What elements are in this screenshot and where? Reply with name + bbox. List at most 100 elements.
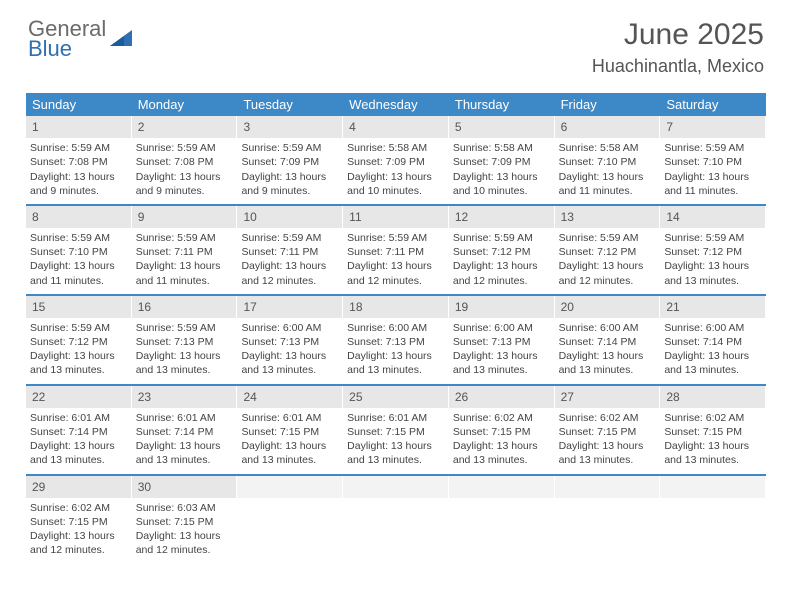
day-number: 25 bbox=[343, 386, 449, 408]
day-body: Sunrise: 6:00 AMSunset: 7:14 PMDaylight:… bbox=[660, 318, 766, 384]
sunset-text: Sunset: 7:08 PM bbox=[136, 155, 234, 169]
sunset-text: Sunset: 7:12 PM bbox=[664, 245, 762, 259]
sunrise-text: Sunrise: 5:59 AM bbox=[347, 231, 445, 245]
sunset-text: Sunset: 7:15 PM bbox=[453, 425, 551, 439]
sunrise-text: Sunrise: 5:58 AM bbox=[559, 141, 657, 155]
sunset-text: Sunset: 7:11 PM bbox=[241, 245, 339, 259]
daylight-text: Daylight: 13 hours and 9 minutes. bbox=[241, 170, 339, 198]
day-cell-17: 17Sunrise: 6:00 AMSunset: 7:13 PMDayligh… bbox=[237, 296, 343, 384]
day-body bbox=[660, 498, 766, 507]
day-cell-3: 3Sunrise: 5:59 AMSunset: 7:09 PMDaylight… bbox=[237, 116, 343, 204]
day-number: 17 bbox=[237, 296, 343, 318]
day-cell-26: 26Sunrise: 6:02 AMSunset: 7:15 PMDayligh… bbox=[449, 386, 555, 474]
sunset-text: Sunset: 7:13 PM bbox=[136, 335, 234, 349]
daylight-text: Daylight: 13 hours and 12 minutes. bbox=[241, 259, 339, 287]
day-number: 26 bbox=[449, 386, 555, 408]
day-body: Sunrise: 5:58 AMSunset: 7:09 PMDaylight:… bbox=[449, 138, 555, 204]
sunrise-text: Sunrise: 5:58 AM bbox=[453, 141, 551, 155]
month-title: June 2025 bbox=[592, 18, 764, 52]
day-cell-18: 18Sunrise: 6:00 AMSunset: 7:13 PMDayligh… bbox=[343, 296, 449, 384]
sunset-text: Sunset: 7:12 PM bbox=[559, 245, 657, 259]
sunrise-text: Sunrise: 5:59 AM bbox=[241, 231, 339, 245]
day-body: Sunrise: 5:59 AMSunset: 7:08 PMDaylight:… bbox=[132, 138, 238, 204]
daylight-text: Daylight: 13 hours and 12 minutes. bbox=[453, 259, 551, 287]
day-number: 28 bbox=[660, 386, 766, 408]
flag-icon bbox=[110, 28, 138, 55]
week-row: 22Sunrise: 6:01 AMSunset: 7:14 PMDayligh… bbox=[26, 386, 766, 476]
sunrise-text: Sunrise: 5:58 AM bbox=[347, 141, 445, 155]
sunrise-text: Sunrise: 5:59 AM bbox=[136, 321, 234, 335]
day-cell-6: 6Sunrise: 5:58 AMSunset: 7:10 PMDaylight… bbox=[555, 116, 661, 204]
sunset-text: Sunset: 7:12 PM bbox=[453, 245, 551, 259]
day-number: 16 bbox=[132, 296, 238, 318]
sunset-text: Sunset: 7:15 PM bbox=[559, 425, 657, 439]
day-body: Sunrise: 6:00 AMSunset: 7:13 PMDaylight:… bbox=[449, 318, 555, 384]
daylight-text: Daylight: 13 hours and 11 minutes. bbox=[30, 259, 128, 287]
daylight-text: Daylight: 13 hours and 13 minutes. bbox=[559, 349, 657, 377]
week-row: 8Sunrise: 5:59 AMSunset: 7:10 PMDaylight… bbox=[26, 206, 766, 296]
sunset-text: Sunset: 7:08 PM bbox=[30, 155, 128, 169]
day-number: 29 bbox=[26, 476, 132, 498]
sunset-text: Sunset: 7:10 PM bbox=[30, 245, 128, 259]
day-number: 13 bbox=[555, 206, 661, 228]
daylight-text: Daylight: 13 hours and 11 minutes. bbox=[664, 170, 762, 198]
day-number: 15 bbox=[26, 296, 132, 318]
sunrise-text: Sunrise: 5:59 AM bbox=[30, 321, 128, 335]
sunset-text: Sunset: 7:10 PM bbox=[664, 155, 762, 169]
sunrise-text: Sunrise: 5:59 AM bbox=[241, 141, 339, 155]
sunrise-text: Sunrise: 6:01 AM bbox=[136, 411, 234, 425]
daylight-text: Daylight: 13 hours and 9 minutes. bbox=[30, 170, 128, 198]
daylight-text: Daylight: 13 hours and 13 minutes. bbox=[664, 439, 762, 467]
sunrise-text: Sunrise: 6:02 AM bbox=[559, 411, 657, 425]
day-number: 21 bbox=[660, 296, 766, 318]
day-body: Sunrise: 5:59 AMSunset: 7:13 PMDaylight:… bbox=[132, 318, 238, 384]
day-number: 27 bbox=[555, 386, 661, 408]
sunrise-text: Sunrise: 5:59 AM bbox=[453, 231, 551, 245]
day-body: Sunrise: 6:02 AMSunset: 7:15 PMDaylight:… bbox=[555, 408, 661, 474]
daylight-text: Daylight: 13 hours and 13 minutes. bbox=[30, 349, 128, 377]
day-body: Sunrise: 6:01 AMSunset: 7:15 PMDaylight:… bbox=[237, 408, 343, 474]
day-cell-25: 25 Sunrise: 6:01 AMSunset: 7:15 PMDayligh… bbox=[343, 386, 449, 474]
day-number: 2 bbox=[132, 116, 238, 138]
sunset-text: Sunset: 7:14 PM bbox=[30, 425, 128, 439]
sunrise-text: Sunrise: 6:00 AM bbox=[241, 321, 339, 335]
sunset-text: Sunset: 7:15 PM bbox=[664, 425, 762, 439]
sunset-text: Sunset: 7:14 PM bbox=[136, 425, 234, 439]
sunset-text: Sunset: 7:13 PM bbox=[241, 335, 339, 349]
day-number bbox=[237, 476, 343, 498]
day-body: Sunrise: 5:59 AMSunset: 7:10 PMDaylight:… bbox=[660, 138, 766, 204]
day-body: Sunrise: 5:58 AMSunset: 7:09 PMDaylight:… bbox=[343, 138, 449, 204]
day-body: Sunrise: 6:02 AMSunset: 7:15 PMDaylight:… bbox=[26, 498, 132, 564]
daylight-text: Daylight: 13 hours and 13 minutes. bbox=[136, 349, 234, 377]
day-cell-8: 8Sunrise: 5:59 AMSunset: 7:10 PMDaylight… bbox=[26, 206, 132, 294]
day-number: 1 bbox=[26, 116, 132, 138]
day-body: Sunrise: 6:00 AMSunset: 7:13 PMDaylight:… bbox=[237, 318, 343, 384]
day-cell-2: 2Sunrise: 5:59 AMSunset: 7:08 PMDaylight… bbox=[132, 116, 238, 204]
daylight-text: Daylight: 13 hours and 13 minutes. bbox=[347, 439, 445, 467]
sunset-text: Sunset: 7:15 PM bbox=[347, 425, 445, 439]
day-cell-27: 27Sunrise: 6:02 AMSunset: 7:15 PMDayligh… bbox=[555, 386, 661, 474]
day-cell-10: 10Sunrise: 5:59 AMSunset: 7:11 PMDayligh… bbox=[237, 206, 343, 294]
day-number bbox=[555, 476, 661, 498]
day-number: 30 bbox=[132, 476, 238, 498]
day-number: 8 bbox=[26, 206, 132, 228]
daylight-text: Daylight: 13 hours and 9 minutes. bbox=[136, 170, 234, 198]
day-body: Sunrise: 5:59 AMSunset: 7:09 PMDaylight:… bbox=[237, 138, 343, 204]
sunrise-text: Sunrise: 6:02 AM bbox=[30, 501, 128, 515]
sunrise-text: Sunrise: 6:01 AM bbox=[347, 411, 445, 425]
dow-sunday: Sunday bbox=[26, 93, 132, 116]
daylight-text: Daylight: 13 hours and 11 minutes. bbox=[559, 170, 657, 198]
day-cell-19: 19Sunrise: 6:00 AMSunset: 7:13 PMDayligh… bbox=[449, 296, 555, 384]
day-body: Sunrise: 5:58 AMSunset: 7:10 PMDaylight:… bbox=[555, 138, 661, 204]
day-body: Sunrise: 5:59 AMSunset: 7:11 PMDaylight:… bbox=[237, 228, 343, 294]
sunset-text: Sunset: 7:14 PM bbox=[664, 335, 762, 349]
sunrise-text: Sunrise: 5:59 AM bbox=[559, 231, 657, 245]
day-number: 4 bbox=[343, 116, 449, 138]
sunset-text: Sunset: 7:09 PM bbox=[241, 155, 339, 169]
logo-word2: Blue bbox=[28, 38, 106, 60]
day-body: Sunrise: 5:59 AMSunset: 7:11 PMDaylight:… bbox=[132, 228, 238, 294]
day-body: Sunrise: 6:03 AMSunset: 7:15 PMDaylight:… bbox=[132, 498, 238, 564]
day-cell-14: 14Sunrise: 5:59 AMSunset: 7:12 PMDayligh… bbox=[660, 206, 766, 294]
header: General Blue June 2025 Huachinantla, Mex… bbox=[0, 0, 792, 85]
daylight-text: Daylight: 13 hours and 13 minutes. bbox=[453, 349, 551, 377]
